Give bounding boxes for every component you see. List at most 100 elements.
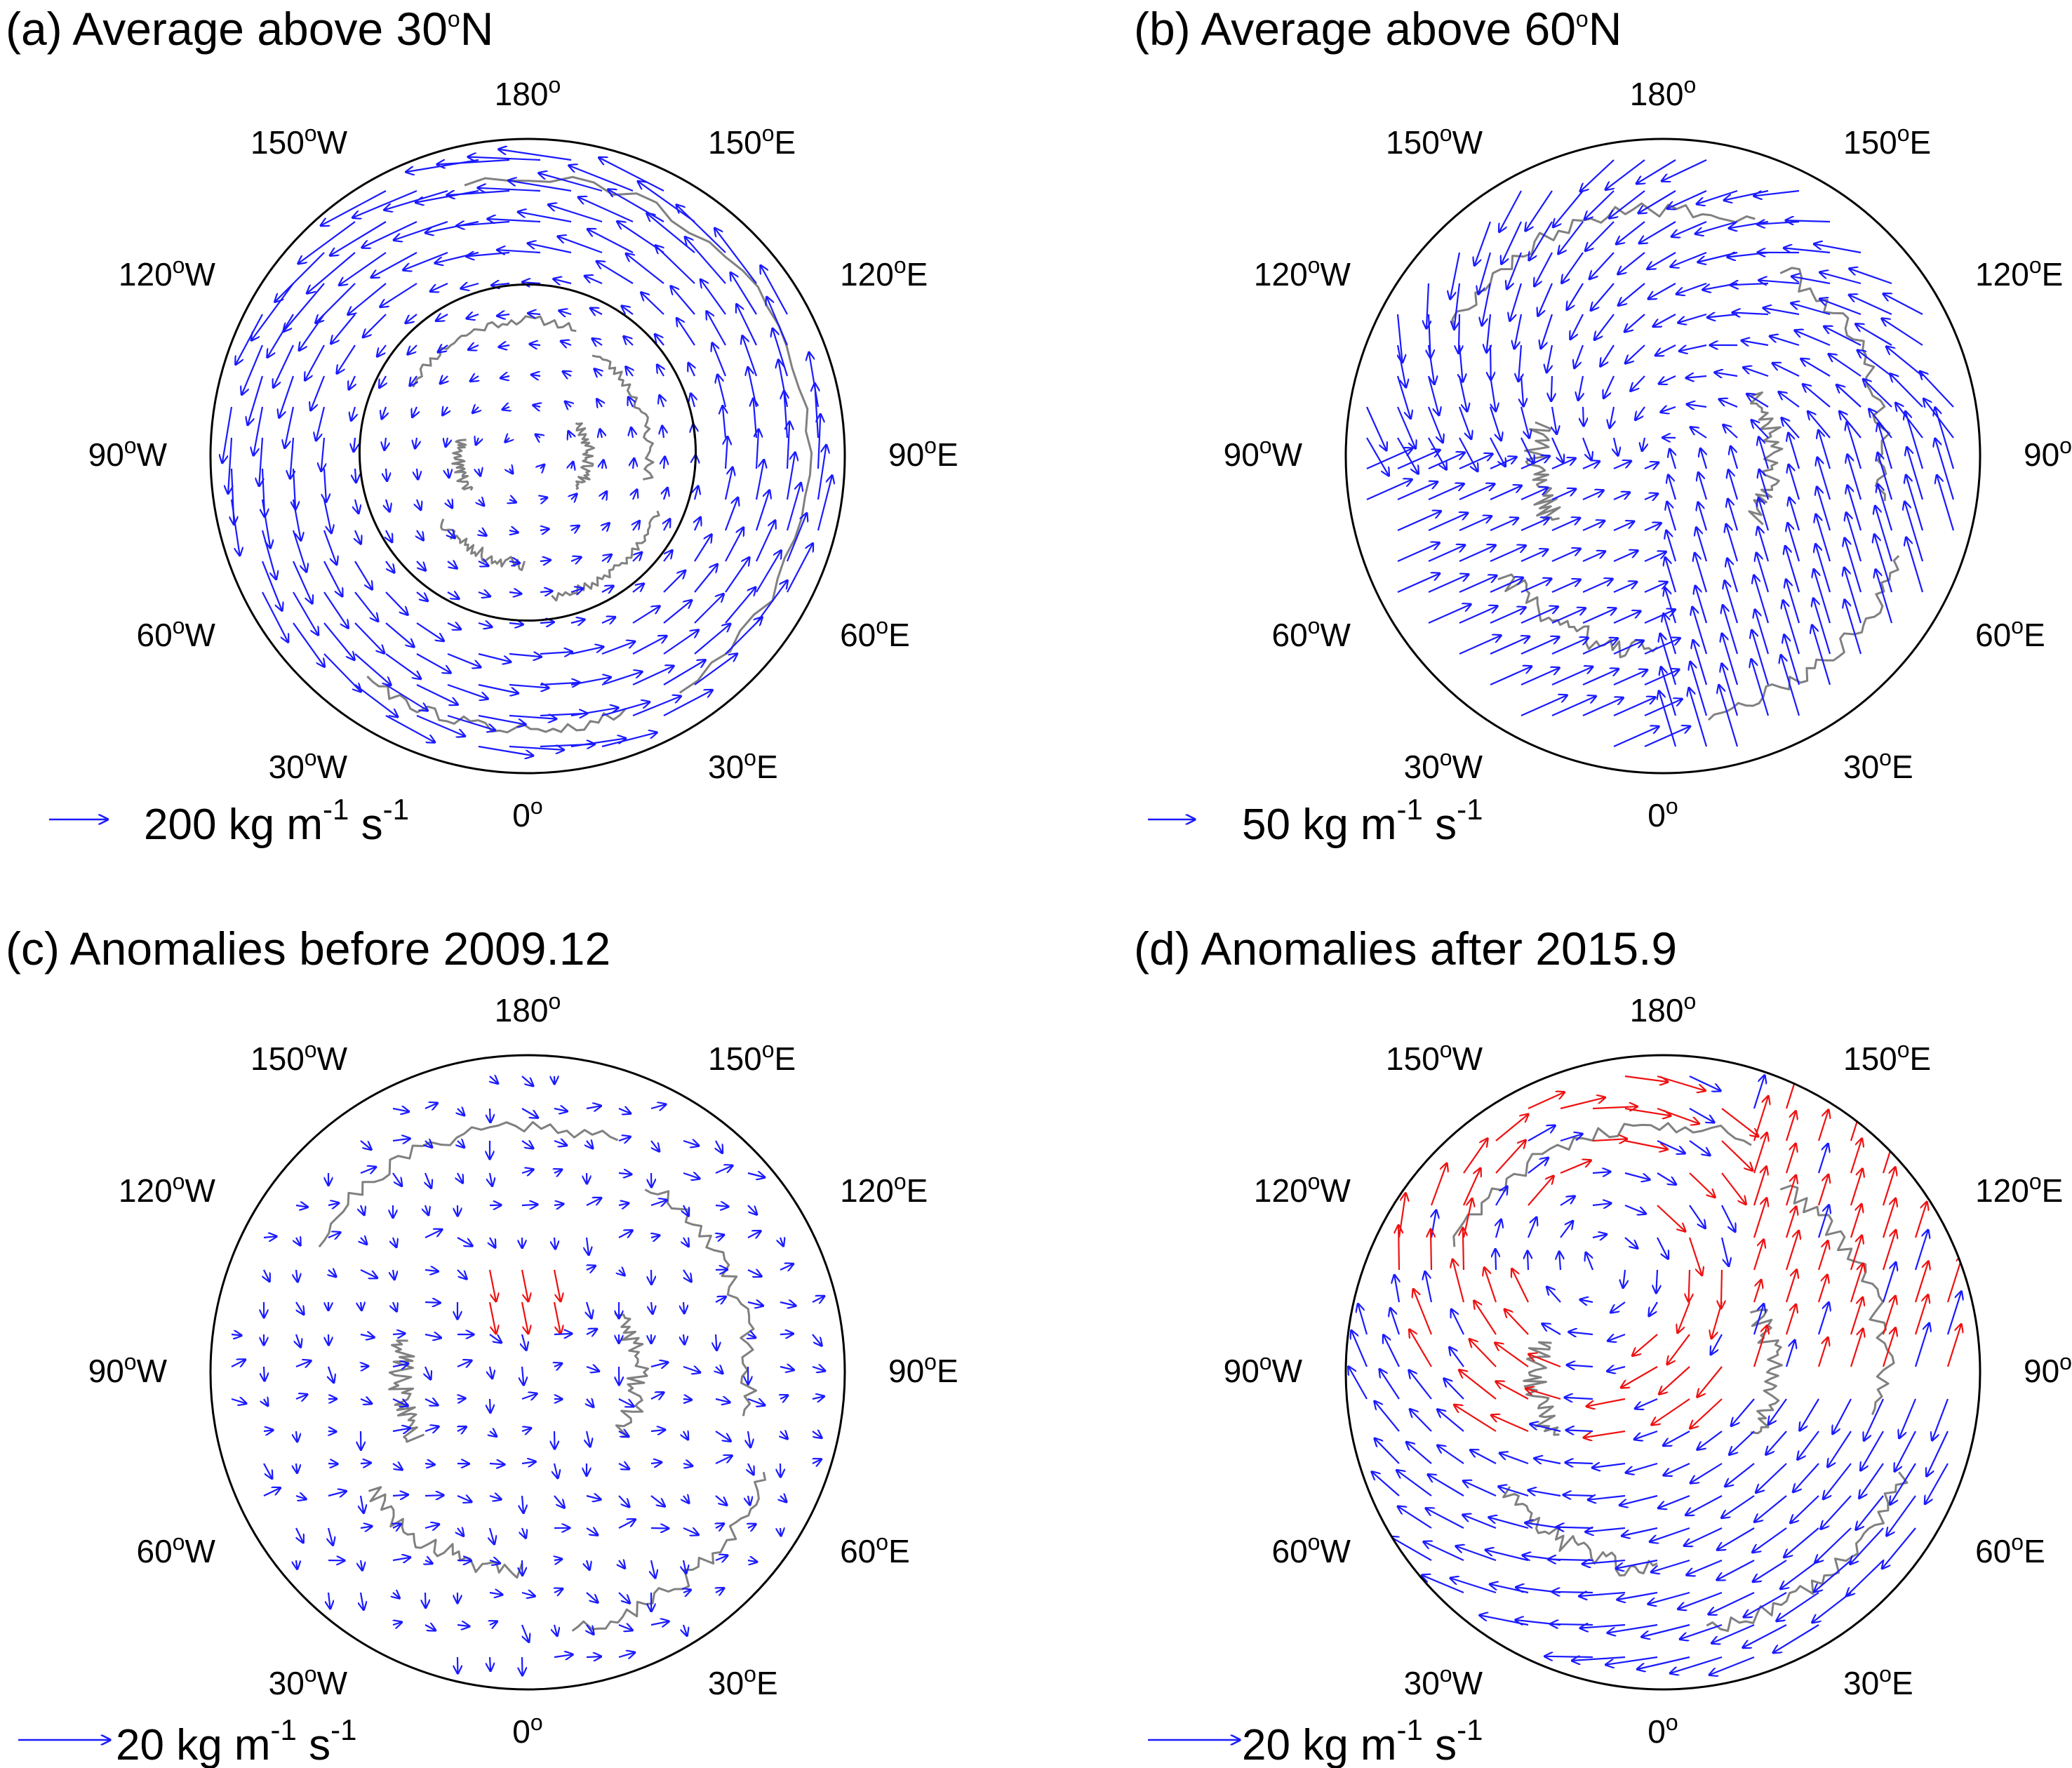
wind-vector bbox=[1686, 1495, 1723, 1515]
wind-vector bbox=[1781, 1560, 1819, 1588]
wind-vector bbox=[1791, 303, 1831, 316]
wind-vector bbox=[1619, 283, 1645, 305]
wind-vector bbox=[264, 1366, 265, 1381]
wind-vector bbox=[1764, 308, 1800, 316]
wind-vector bbox=[1559, 1252, 1560, 1271]
coastline bbox=[366, 675, 627, 734]
wind-vector bbox=[570, 739, 625, 748]
wind-vector bbox=[1613, 493, 1629, 501]
wind-vector bbox=[1464, 1481, 1497, 1497]
wind-vector bbox=[1613, 461, 1631, 470]
wind-vector bbox=[348, 283, 387, 314]
significant-vector bbox=[1690, 1398, 1723, 1428]
panel-title: (b) Average above 60oN bbox=[1134, 3, 1622, 55]
wind-vector bbox=[1438, 1446, 1464, 1464]
wind-vector bbox=[1620, 1494, 1658, 1505]
wind-vector bbox=[1789, 465, 1800, 500]
significant-vector bbox=[1633, 1334, 1658, 1355]
wind-vector bbox=[521, 1461, 535, 1464]
wind-vector bbox=[1689, 688, 1708, 747]
wind-vector bbox=[1859, 1463, 1884, 1498]
wind-vector bbox=[587, 1624, 594, 1634]
wind-vector bbox=[587, 1301, 591, 1318]
wind-vector bbox=[1730, 1431, 1755, 1454]
wind-vector bbox=[417, 468, 418, 478]
map-frame bbox=[1344, 138, 1981, 775]
wind-vector bbox=[570, 677, 610, 686]
significant-vector bbox=[488, 1269, 496, 1301]
wind-vector bbox=[1817, 458, 1831, 500]
wind-vector bbox=[818, 415, 820, 469]
significant-vector bbox=[1505, 1310, 1529, 1335]
wind-vector bbox=[1458, 375, 1467, 411]
wind-vector bbox=[1531, 1424, 1561, 1433]
wind-vector bbox=[587, 1399, 593, 1407]
wind-vector bbox=[354, 437, 355, 451]
wind-vector bbox=[715, 1297, 726, 1302]
wind-vector bbox=[222, 406, 233, 462]
wind-vector bbox=[1560, 1196, 1575, 1206]
wind-vector bbox=[715, 1205, 728, 1207]
wind-vector bbox=[386, 530, 392, 542]
wind-vector bbox=[1692, 608, 1708, 655]
wind-vector bbox=[1784, 248, 1831, 253]
wind-vector bbox=[1459, 516, 1491, 532]
wind-vector bbox=[650, 1621, 669, 1625]
wind-vector bbox=[1428, 484, 1464, 501]
wind-vector bbox=[1664, 1431, 1690, 1445]
wind-vector bbox=[554, 1237, 555, 1248]
significant-vector bbox=[1753, 1133, 1767, 1174]
longitude-label: 150oW bbox=[250, 121, 348, 161]
wind-vector bbox=[1927, 1431, 1949, 1475]
wind-vector bbox=[1722, 634, 1739, 685]
wind-vector bbox=[618, 1109, 630, 1113]
wind-vector bbox=[528, 243, 572, 254]
wind-vector bbox=[1582, 638, 1617, 655]
wind-vector bbox=[522, 1527, 526, 1538]
significant-vector bbox=[1817, 1338, 1828, 1367]
wind-vector bbox=[448, 468, 449, 477]
wind-vector bbox=[554, 1431, 555, 1449]
wind-vector bbox=[328, 1203, 338, 1205]
significant-vector bbox=[488, 1301, 496, 1333]
wind-vector bbox=[283, 283, 325, 331]
wind-vector bbox=[570, 708, 617, 717]
coastline bbox=[412, 315, 577, 388]
longitude-label: 60oE bbox=[1975, 613, 2045, 653]
significant-vector bbox=[1652, 1398, 1690, 1425]
wind-vector bbox=[292, 561, 312, 603]
wind-vector bbox=[425, 1366, 431, 1379]
coastline bbox=[1524, 421, 1561, 521]
wind-vector bbox=[1520, 550, 1547, 563]
wind-vector bbox=[1427, 406, 1443, 442]
wind-vector bbox=[385, 622, 414, 647]
wind-vector bbox=[316, 406, 326, 440]
wind-vector bbox=[780, 1431, 787, 1438]
wind-vector bbox=[695, 487, 698, 500]
wind-vector bbox=[1618, 252, 1645, 274]
wind-vector bbox=[448, 530, 455, 537]
wind-vector bbox=[1490, 578, 1523, 594]
wind-vector bbox=[1710, 1656, 1755, 1675]
longitude-label: 120oW bbox=[119, 253, 216, 293]
wind-vector bbox=[663, 660, 705, 685]
wind-vector bbox=[1725, 581, 1739, 624]
wind-vector bbox=[380, 283, 417, 307]
wind-vector bbox=[601, 555, 611, 561]
wind-vector bbox=[602, 492, 606, 500]
significant-vector bbox=[1882, 1328, 1895, 1367]
wind-vector bbox=[1560, 1221, 1572, 1238]
wind-vector bbox=[1582, 551, 1605, 563]
wind-vector bbox=[597, 262, 634, 284]
wind-vector bbox=[522, 1656, 523, 1675]
wind-vector bbox=[521, 1593, 535, 1596]
wind-vector bbox=[1664, 614, 1677, 655]
wind-vector bbox=[1691, 1463, 1723, 1483]
wind-vector bbox=[755, 460, 764, 500]
wind-vector bbox=[1499, 1487, 1529, 1497]
wind-vector bbox=[1520, 668, 1559, 686]
wind-vector bbox=[716, 1235, 723, 1238]
wind-vector bbox=[300, 314, 325, 350]
wind-vector bbox=[540, 622, 554, 623]
wind-vector bbox=[712, 344, 727, 377]
